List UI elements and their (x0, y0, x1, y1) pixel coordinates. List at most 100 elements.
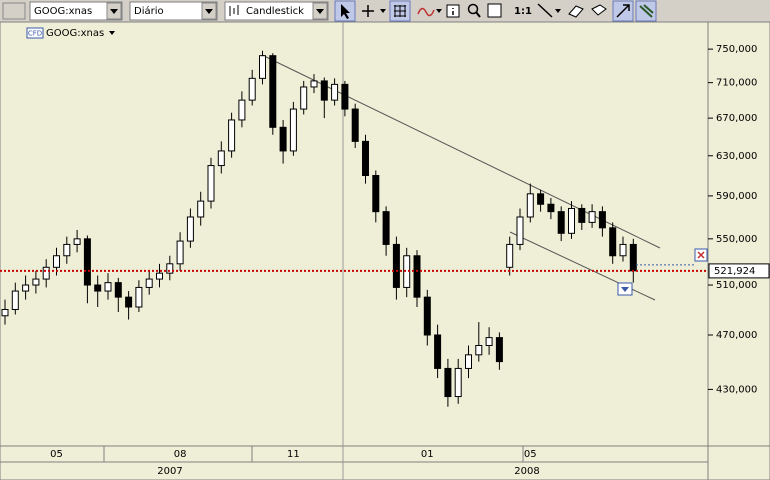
candle-body (434, 334, 442, 369)
candle-body (423, 296, 431, 336)
candle-body (557, 211, 565, 234)
candle-body (331, 83, 339, 101)
grid-icon (394, 5, 406, 17)
candle-body (310, 80, 318, 88)
month-separator (103, 446, 524, 462)
paint-tool[interactable] (591, 4, 607, 16)
candle-body (351, 108, 359, 142)
symbol-icon[interactable] (2, 2, 26, 20)
candle-body (248, 77, 256, 101)
candle-body (300, 86, 308, 110)
symbol-text: GOOG:xnas (34, 6, 92, 17)
candle-body (516, 216, 524, 245)
magnet-icon (639, 4, 654, 18)
candle-body (63, 243, 71, 257)
price-label-box (708, 263, 770, 279)
candle-body (392, 243, 400, 288)
period-dropdown[interactable] (129, 1, 218, 21)
plot-area (0, 21, 709, 447)
candle-body (217, 150, 225, 167)
candle-body (413, 255, 421, 298)
candle-body (495, 337, 503, 363)
candle-body (238, 99, 246, 121)
candles (1, 50, 637, 407)
candle-body (11, 290, 19, 311)
candle-body (228, 119, 236, 152)
cfd-badge (26, 27, 44, 39)
candle-body (207, 165, 215, 202)
y-tick-label: 510,000 (716, 280, 757, 291)
candle-body (568, 207, 575, 234)
y-tick-label: 590,000 (716, 191, 757, 202)
candle-body (104, 282, 112, 292)
candle-body (362, 140, 369, 177)
dropdown-arrow (205, 9, 213, 14)
y-tick-label: 430,000 (716, 384, 757, 395)
candle-body (629, 243, 637, 272)
candle-body (259, 55, 266, 79)
style-text: Candlestick (246, 6, 304, 17)
candle-body (506, 243, 514, 268)
zoom-tool[interactable] (467, 3, 479, 15)
candle-body (320, 80, 328, 101)
candle-body (73, 238, 81, 245)
candle-body (485, 337, 493, 346)
period-text: Diário (134, 5, 164, 17)
chart-title[interactable]: GOOG:xnas (46, 28, 104, 39)
candle-body (145, 278, 153, 288)
candle-body (186, 216, 194, 242)
price-label: 521,924 (714, 266, 755, 277)
y-tick-label: 710,000 (716, 78, 757, 89)
y-tick-label: 470,000 (716, 330, 757, 341)
price-axis (707, 21, 770, 447)
y-tick-label: 550,000 (716, 234, 757, 245)
candle-body (619, 243, 627, 257)
year-label: 2007 (157, 466, 182, 477)
time-axis (0, 445, 770, 480)
candle-body (547, 203, 555, 213)
indicator-tool[interactable] (417, 7, 435, 17)
candle-body (125, 296, 133, 308)
crosshair-tool[interactable] (362, 5, 374, 17)
candle-body (269, 55, 277, 128)
candle-body (454, 367, 462, 398)
candle-body (578, 207, 586, 223)
symbol-dropdown[interactable] (29, 1, 123, 21)
candle-body (22, 284, 30, 292)
candle-body (32, 278, 40, 286)
x-tick-label: 05 (50, 449, 63, 460)
line-tool[interactable] (537, 3, 553, 18)
x-tick-label: 08 (174, 449, 187, 460)
candle-body (537, 193, 545, 205)
dropdown-arrow (555, 9, 561, 13)
candle-body (83, 238, 91, 286)
candle-body (94, 284, 102, 292)
dropdown-arrow (316, 9, 324, 14)
candle-body (289, 108, 297, 152)
y-tick-label: 630,000 (716, 151, 757, 162)
zoom-handle (475, 11, 481, 18)
eraser-tool[interactable] (568, 5, 584, 18)
order-icon (697, 251, 705, 259)
candle-body (166, 263, 174, 274)
candle-body (588, 211, 596, 223)
zoom-ratio[interactable]: 1:1 (514, 6, 532, 17)
cfd-badge-text: CFD (28, 30, 42, 38)
title-menu-arrow[interactable] (109, 31, 115, 35)
candle-body (475, 344, 483, 356)
zoom-box-tool[interactable] (487, 3, 502, 18)
x-tick-label: 11 (287, 449, 300, 460)
candle-icon (229, 5, 239, 16)
auto-scale-icon (616, 4, 630, 18)
candle-body (114, 282, 122, 298)
candle-body (372, 175, 380, 213)
candle-body (609, 227, 617, 257)
x-tick-label: 01 (421, 449, 434, 460)
x-tick-label: 05 (524, 449, 537, 460)
candle-body (382, 211, 390, 245)
dropdown-arrow (436, 9, 442, 13)
candle-body (465, 354, 472, 369)
style-dropdown[interactable] (224, 1, 329, 21)
